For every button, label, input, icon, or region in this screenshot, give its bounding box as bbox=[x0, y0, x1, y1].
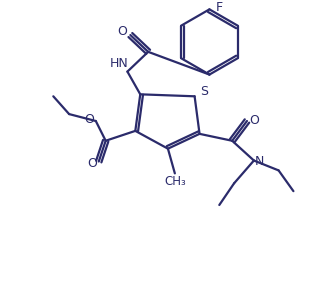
Text: F: F bbox=[216, 1, 223, 14]
Text: O: O bbox=[87, 157, 97, 170]
Text: N: N bbox=[255, 155, 264, 168]
Text: O: O bbox=[118, 25, 127, 38]
Text: CH₃: CH₃ bbox=[164, 175, 186, 188]
Text: S: S bbox=[201, 85, 208, 98]
Text: O: O bbox=[84, 113, 94, 125]
Text: HN: HN bbox=[110, 57, 129, 70]
Text: O: O bbox=[249, 114, 259, 127]
